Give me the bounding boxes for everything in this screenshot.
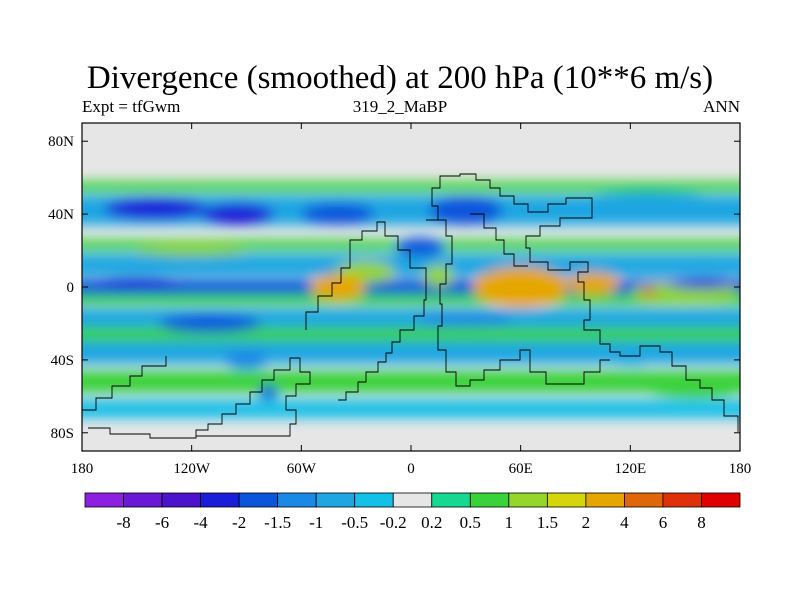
- x-tick-label-5: 120E: [614, 461, 646, 477]
- anomaly-8: [423, 265, 454, 288]
- colorbar-swatch-9: [431, 492, 471, 508]
- colorbar-label-13: 4: [620, 513, 629, 532]
- anomaly-12: [639, 288, 658, 297]
- anomaly-0: [103, 197, 207, 220]
- colorbar-swatch-0: [84, 492, 124, 508]
- colorbar-swatch-13: [585, 492, 625, 508]
- axis-ticks: 180 120W 60W 0 60E 120E 180 80N 40N 0 40S 80S: [48, 123, 751, 477]
- x-tick-label-1: 120W: [173, 461, 211, 477]
- colorbar-swatch-10: [469, 492, 510, 508]
- colorbar-label-8: 0.2: [421, 513, 442, 532]
- colorbar-label-3: -2: [232, 513, 246, 532]
- anomaly-17: [418, 312, 514, 328]
- anomaly-5: [136, 245, 247, 257]
- band-5: [82, 294, 740, 306]
- colorbar-swatch-11: [508, 492, 548, 508]
- y-tick-label-1: 40N: [48, 207, 74, 223]
- colorbar-label-12: 2: [582, 513, 591, 532]
- colorbar-label-6: -0.5: [341, 513, 368, 532]
- colorbar-label-9: 0.5: [460, 513, 481, 532]
- colorbar-swatch-4: [238, 492, 279, 508]
- colorbar-label-11: 1.5: [537, 513, 558, 532]
- experiment-label: Expt = tfGwm: [82, 97, 181, 116]
- coastline-central-america: [305, 282, 341, 330]
- colorbar-label-0: -8: [116, 513, 130, 532]
- colorbar-swatch-7: [354, 492, 394, 508]
- anomaly-2: [301, 203, 375, 226]
- chart-title: Divergence (smoothed) at 200 hPa (10**6 …: [86, 60, 714, 96]
- anomaly-13: [394, 237, 446, 257]
- coastline-south-pacific: [82, 356, 167, 428]
- anomaly-20: [259, 385, 278, 400]
- coastline-antarctica: [88, 357, 311, 439]
- coastlines: [82, 173, 739, 439]
- band-3: [82, 254, 740, 277]
- coastline-africa-eurasia: [426, 173, 739, 432]
- colorbar-label-5: -1: [309, 513, 323, 532]
- x-tick-label-6: 180: [729, 461, 752, 477]
- anomaly-3: [429, 195, 503, 226]
- colorbar-label-14: 6: [659, 513, 668, 532]
- colorbar-swatch-2: [161, 492, 201, 508]
- colorbar-swatch-12: [546, 492, 587, 508]
- colorbar-swatch-14: [624, 492, 664, 508]
- y-tick-label-3: 40S: [51, 353, 74, 369]
- anomaly-14: [91, 277, 183, 289]
- anomaly-1: [200, 203, 274, 226]
- x-tick-label-2: 60W: [287, 461, 317, 477]
- colorbar-label-4: -1.5: [264, 513, 291, 532]
- band-7: [82, 327, 740, 342]
- case-label: 319_2_MaBP: [352, 97, 448, 116]
- x-tick-label-0: 180: [71, 461, 94, 477]
- coastline-south-america: [338, 221, 427, 401]
- band-6: [82, 308, 740, 328]
- band-9: [82, 370, 740, 393]
- anomaly-18: [224, 350, 269, 369]
- colorbar: -8 -6 -4 -2 -1.5 -1 -0.5 -0.2 0.2 0.5 1 1.5 2 4 6 8: [84, 492, 741, 532]
- colorbar-label-1: -6: [155, 513, 169, 532]
- y-tick-label-0: 80N: [48, 134, 74, 150]
- colorbar-label-7: -0.2: [380, 513, 407, 532]
- band-10: [82, 399, 740, 419]
- colorbar-swatch-3: [200, 492, 240, 508]
- colorbar-label-10: 1: [505, 513, 514, 532]
- anomaly-4: [575, 192, 722, 211]
- anomaly-7: [310, 274, 366, 300]
- anomaly-9: [473, 266, 569, 308]
- band-0: [82, 181, 740, 193]
- band-8: [82, 341, 740, 364]
- colorbar-label-15: 8: [697, 513, 706, 532]
- anomaly-16: [158, 314, 262, 333]
- colorbar-swatch-6: [315, 492, 356, 508]
- x-tick-label-4: 60E: [509, 461, 533, 477]
- anomaly-21: [648, 383, 740, 399]
- anomaly-10: [568, 272, 620, 295]
- season-label: ANN: [703, 97, 740, 116]
- colorbar-swatch-16: [701, 492, 741, 508]
- y-tick-label-2: 0: [67, 280, 75, 296]
- anomaly-15: [666, 277, 740, 289]
- colorbar-swatch-15: [662, 492, 702, 508]
- coastline-middle-east: [470, 213, 528, 267]
- colorbar-swatch-5: [277, 492, 317, 508]
- divergence-field: [82, 123, 740, 451]
- coastline-west-africa: [437, 219, 610, 387]
- x-tick-label-3: 0: [407, 461, 415, 477]
- colorbar-swatch-1: [123, 492, 163, 508]
- colorbar-swatch-8: [392, 492, 433, 508]
- y-tick-label-4: 80S: [51, 426, 74, 442]
- colorbar-label-2: -4: [194, 513, 209, 532]
